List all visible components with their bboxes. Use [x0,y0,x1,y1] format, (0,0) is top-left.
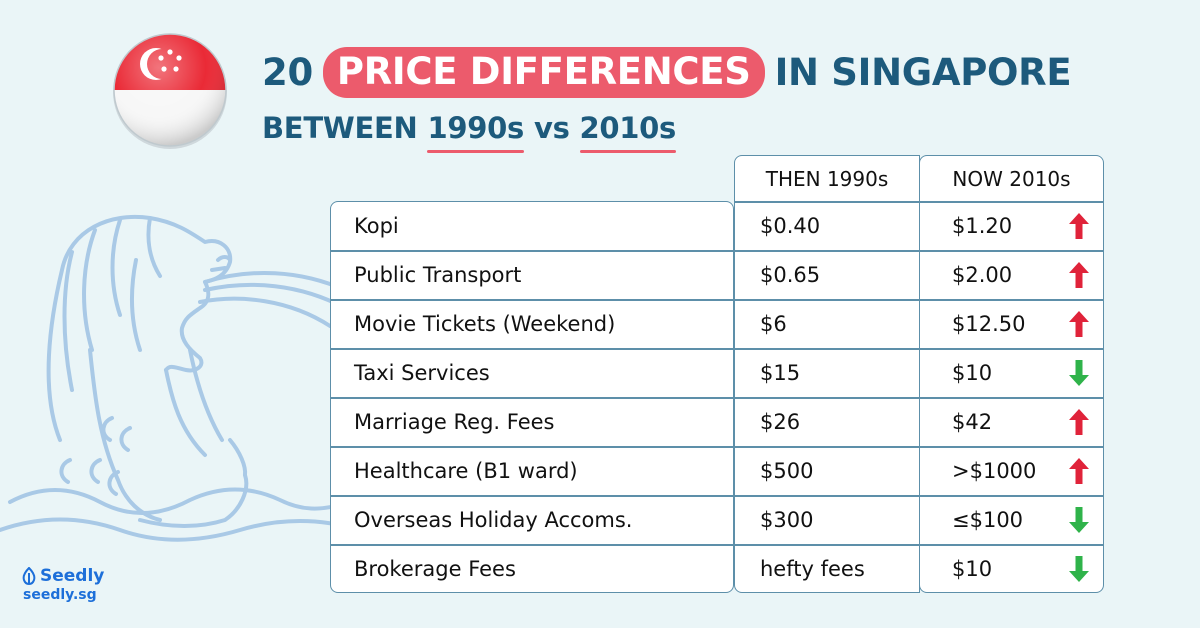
headline-highlight: PRICE DIFFERENCES [322,46,765,98]
table-row: Taxi Services $15 $10 [0,348,1200,397]
now-price-cell: >$1000 [952,458,1037,483]
headline-suffix: IN SINGAPORE [774,50,1072,94]
now-column [919,155,1104,593]
up-arrow-icon [1069,409,1089,435]
now-price-cell: $12.50 [952,311,1026,336]
seedly-logo: Seedly seedly.sg [22,566,104,603]
then-price-cell: $500 [760,458,814,483]
headline-prefix: 20 [262,50,313,94]
row-divider [330,397,1104,399]
then-price-cell: $0.65 [760,262,821,287]
down-arrow-icon [1069,507,1089,533]
item-cell: Taxi Services [354,360,490,385]
now-price-cell: $42 [952,409,993,434]
then-price-cell: $300 [760,507,814,532]
item-cell: Kopi [354,213,399,238]
subheadline-prefix: BETWEEN [262,111,418,145]
item-cell: Brokerage Fees [354,556,516,581]
then-column [734,155,920,593]
row-divider [330,446,1104,448]
subheadline-middle: vs [533,111,570,145]
item-cell: Healthcare (B1 ward) [354,458,578,483]
header-divider [734,201,1104,203]
then-column-header: THEN 1990s [765,167,889,191]
down-arrow-icon [1069,556,1089,582]
now-price-cell: $10 [952,360,993,385]
then-price-cell: $15 [760,360,801,385]
now-price-cell: $2.00 [952,262,1013,287]
table-row: Healthcare (B1 ward) $500 >$1000 [0,446,1200,495]
then-price-cell: $0.40 [760,213,821,238]
now-price-cell: ≤$100 [952,507,1024,532]
up-arrow-icon [1069,458,1089,484]
row-divider [330,299,1104,301]
now-price-cell: $1.20 [952,213,1013,238]
table-row: Movie Tickets (Weekend) $6 $12.50 [0,299,1200,348]
now-price-cell: $10 [952,556,993,581]
item-cell: Overseas Holiday Accoms. [354,507,633,532]
logo-url: seedly.sg [23,587,97,603]
singapore-flag-icon [113,33,227,149]
then-price-cell: $26 [760,409,801,434]
row-divider [330,544,1104,546]
row-divider [330,495,1104,497]
down-arrow-icon [1069,360,1089,386]
item-cell: Public Transport [354,262,522,287]
table-row: Kopi $0.40 $1.20 [0,201,1200,250]
seedly-leaf-icon [22,567,36,585]
logo-brand: Seedly [40,566,105,586]
up-arrow-icon [1069,262,1089,288]
then-price-cell: hefty fees [760,556,865,581]
table-row: Brokerage Fees hefty fees $10 [0,544,1200,593]
item-cell: Marriage Reg. Fees [354,409,555,434]
row-divider [330,348,1104,350]
subheadline: BETWEEN 1990s vs 2010s [262,106,677,153]
subheadline-then: 1990s [427,111,525,153]
item-cell: Movie Tickets (Weekend) [354,311,616,336]
now-column-header: NOW 2010s [952,167,1071,191]
headline: 20 PRICE DIFFERENCES IN SINGAPORE [262,44,1072,100]
merlion-icon [0,214,360,542]
subheadline-now: 2010s [579,111,677,153]
table-row: Overseas Holiday Accoms. $300 ≤$100 [0,495,1200,544]
table-row: Marriage Reg. Fees $26 $42 [0,397,1200,446]
up-arrow-icon [1069,213,1089,239]
up-arrow-icon [1069,311,1089,337]
row-divider [330,250,1104,252]
table-row: Public Transport $0.65 $2.00 [0,250,1200,299]
then-price-cell: $6 [760,311,787,336]
